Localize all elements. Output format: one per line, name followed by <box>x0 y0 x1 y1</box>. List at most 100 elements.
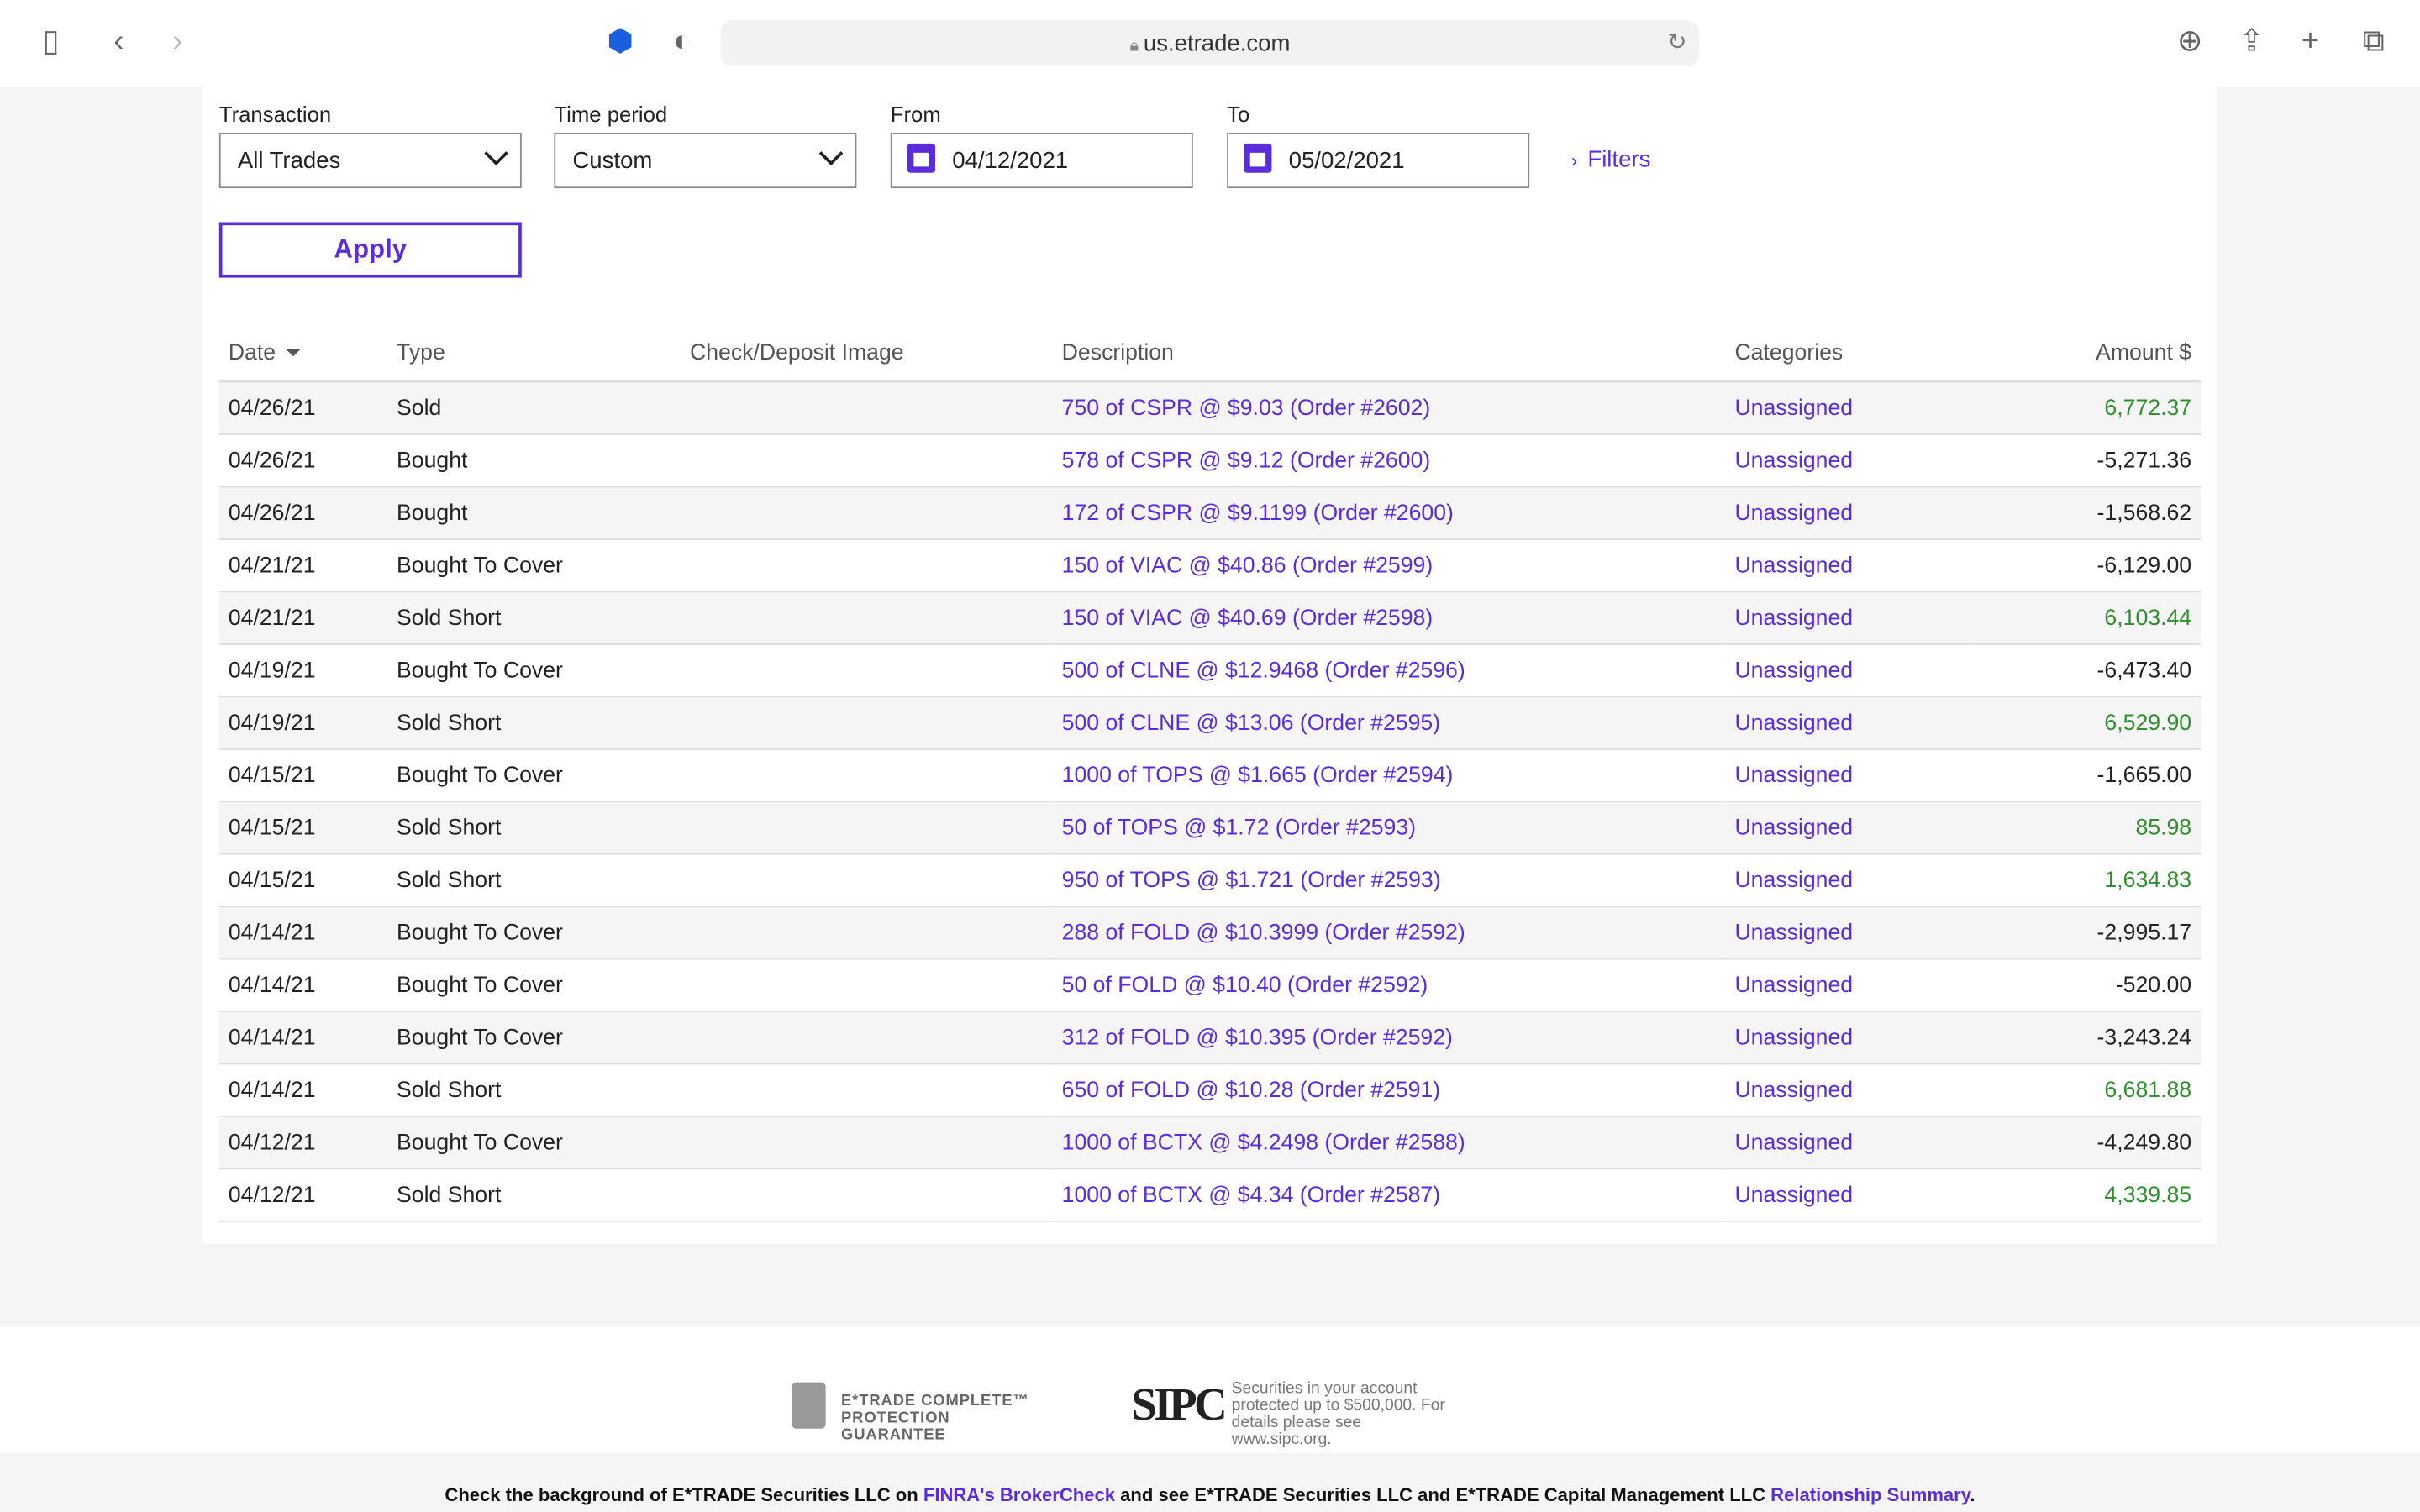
category-link[interactable]: Unassigned <box>1725 696 1975 750</box>
category-link[interactable]: Unassigned <box>1725 486 1975 540</box>
header-date[interactable]: Date <box>218 325 388 383</box>
reload-icon[interactable]: ↻ <box>1667 29 1687 56</box>
date-cell: 04/19/21 <box>218 643 388 698</box>
check-image-cell <box>680 801 1053 855</box>
description-link[interactable]: 50 of TOPS @ $1.72 (Order #2593) <box>1052 801 1726 855</box>
transactions-table: Date Type Check/Deposit Image Descriptio… <box>218 325 2202 1222</box>
from-date-input[interactable]: 04/12/2021 <box>890 132 1193 189</box>
chevron-down-icon <box>484 141 508 166</box>
filters-link[interactable]: › Filters <box>1571 146 1651 172</box>
date-cell: 04/15/21 <box>218 801 388 855</box>
address-bar[interactable]: 🔒︎ us.etrade.com ↻ <box>720 19 1700 66</box>
category-link[interactable]: Unassigned <box>1725 748 1975 803</box>
category-link[interactable]: Unassigned <box>1725 958 1975 1012</box>
table-row: 04/19/21 Bought To Cover 500 of CLNE @ $12… <box>218 643 2202 698</box>
table-row: 04/26/21 Bought 578 of CSPR @ $9.12 (Order… <box>218 434 2202 488</box>
lock-icon: 🔒︎ <box>1129 37 1144 56</box>
amount-cell: -6,473.40 <box>1975 643 2202 698</box>
brokercheck-link[interactable]: FINRA's BrokerCheck <box>923 1483 1116 1506</box>
table-row: 04/12/21 Sold Short 1000 of BCTX @ $4.34 (… <box>218 1168 2202 1222</box>
description-link[interactable]: 172 of CSPR @ $9.1199 (Order #2600) <box>1052 486 1726 540</box>
header-description: Description <box>1052 325 1726 383</box>
sidebar-icon[interactable]: ▯ <box>42 24 60 59</box>
type-cell: Sold Short <box>387 591 681 645</box>
table-row: 04/26/21 Sold 750 of CSPR @ $9.03 (Order #… <box>218 381 2202 435</box>
check-image-cell <box>680 958 1053 1012</box>
description-link[interactable]: 650 of FOLD @ $10.28 (Order #2591) <box>1052 1063 1726 1117</box>
from-date-value: 04/12/2021 <box>952 148 1069 175</box>
check-image-cell <box>680 538 1053 593</box>
category-link[interactable]: Unassigned <box>1725 643 1975 698</box>
check-image-cell <box>680 853 1053 907</box>
amount-cell: 1,634.83 <box>1975 853 2202 907</box>
category-link[interactable]: Unassigned <box>1725 853 1975 907</box>
apply-button[interactable]: Apply <box>218 222 522 278</box>
date-cell: 04/12/21 <box>218 1168 388 1222</box>
transaction-select[interactable]: All Trades <box>218 132 522 189</box>
description-link[interactable]: 950 of TOPS @ $1.721 (Order #2593) <box>1052 853 1726 907</box>
description-link[interactable]: 150 of VIAC @ $40.69 (Order #2598) <box>1052 591 1726 645</box>
type-cell: Bought To Cover <box>387 538 681 593</box>
check-image-cell <box>680 591 1053 645</box>
new-tab-icon[interactable]: + <box>2301 24 2320 59</box>
relationship-summary-link[interactable]: Relationship Summary <box>1770 1483 1970 1506</box>
date-cell: 04/15/21 <box>218 853 388 907</box>
description-link[interactable]: 288 of FOLD @ $10.3999 (Order #2592) <box>1052 906 1726 960</box>
description-link[interactable]: 50 of FOLD @ $10.40 (Order #2592) <box>1052 958 1726 1012</box>
description-link[interactable]: 578 of CSPR @ $9.12 (Order #2600) <box>1052 434 1726 488</box>
type-cell: Sold Short <box>387 696 681 750</box>
description-link[interactable]: 500 of CLNE @ $12.9468 (Order #2596) <box>1052 643 1726 698</box>
category-link[interactable]: Unassigned <box>1725 1063 1975 1117</box>
sipc-logo[interactable]: SIPC <box>1131 1379 1228 1431</box>
calendar-icon[interactable] <box>1244 143 1272 173</box>
amount-cell: -1,665.00 <box>1975 748 2202 803</box>
category-link[interactable]: Unassigned <box>1725 538 1975 593</box>
table-row: 04/19/21 Sold Short 500 of CLNE @ $13.06 (… <box>218 696 2202 750</box>
shield-icon[interactable]: ◐ <box>672 24 692 59</box>
category-link[interactable]: Unassigned <box>1725 1011 1975 1065</box>
forward-icon[interactable]: › <box>172 24 183 59</box>
extension-icon[interactable]: ⬢ <box>607 24 634 59</box>
time-period-select[interactable]: Custom <box>554 132 857 189</box>
back-icon[interactable]: ‹ <box>113 24 124 59</box>
calendar-icon[interactable] <box>907 143 936 173</box>
description-link[interactable]: 500 of CLNE @ $13.06 (Order #2595) <box>1052 696 1726 750</box>
transaction-value: All Trades <box>237 148 341 175</box>
date-cell: 04/15/21 <box>218 748 388 803</box>
download-icon[interactable]: ⊕ <box>2176 24 2203 59</box>
date-cell: 04/14/21 <box>218 1011 388 1065</box>
share-icon[interactable]: ⇪ <box>2238 24 2265 59</box>
date-cell: 04/26/21 <box>218 486 388 540</box>
date-cell: 04/12/21 <box>218 1116 388 1170</box>
type-cell: Sold Short <box>387 1168 681 1222</box>
category-link[interactable]: Unassigned <box>1725 381 1975 435</box>
table-row: 04/21/21 Bought To Cover 150 of VIAC @ $40… <box>218 538 2202 593</box>
category-link[interactable]: Unassigned <box>1725 801 1975 855</box>
amount-cell: -5,271.36 <box>1975 434 2202 488</box>
check-image-cell <box>680 381 1053 435</box>
type-cell: Bought To Cover <box>387 958 681 1012</box>
to-date-input[interactable]: 05/02/2021 <box>1227 132 1530 189</box>
category-link[interactable]: Unassigned <box>1725 591 1975 645</box>
category-link[interactable]: Unassigned <box>1725 906 1975 960</box>
table-row: 04/12/21 Bought To Cover 1000 of BCTX @ $4… <box>218 1116 2202 1170</box>
description-link[interactable]: 150 of VIAC @ $40.86 (Order #2599) <box>1052 538 1726 593</box>
check-image-cell <box>680 906 1053 960</box>
category-link[interactable]: Unassigned <box>1725 1116 1975 1170</box>
category-link[interactable]: Unassigned <box>1725 1168 1975 1222</box>
description-link[interactable]: 312 of FOLD @ $10.395 (Order #2592) <box>1052 1011 1726 1065</box>
description-link[interactable]: 1000 of BCTX @ $4.34 (Order #2587) <box>1052 1168 1726 1222</box>
amount-cell: -2,995.17 <box>1975 906 2202 960</box>
description-link[interactable]: 750 of CSPR @ $9.03 (Order #2602) <box>1052 381 1726 435</box>
tabs-icon[interactable]: ⧉ <box>2362 24 2385 59</box>
description-link[interactable]: 1000 of TOPS @ $1.665 (Order #2594) <box>1052 748 1726 803</box>
category-link[interactable]: Unassigned <box>1725 434 1975 488</box>
type-cell: Sold Short <box>387 853 681 907</box>
table-row: 04/15/21 Bought To Cover 1000 of TOPS @ $1… <box>218 748 2202 803</box>
time-period-value: Custom <box>572 148 653 175</box>
chevron-down-icon <box>818 141 844 166</box>
chevron-right-icon: › <box>1570 150 1588 171</box>
description-link[interactable]: 1000 of BCTX @ $4.2498 (Order #2588) <box>1052 1116 1726 1170</box>
date-cell: 04/26/21 <box>218 381 388 435</box>
to-date-value: 05/02/2021 <box>1288 148 1405 175</box>
